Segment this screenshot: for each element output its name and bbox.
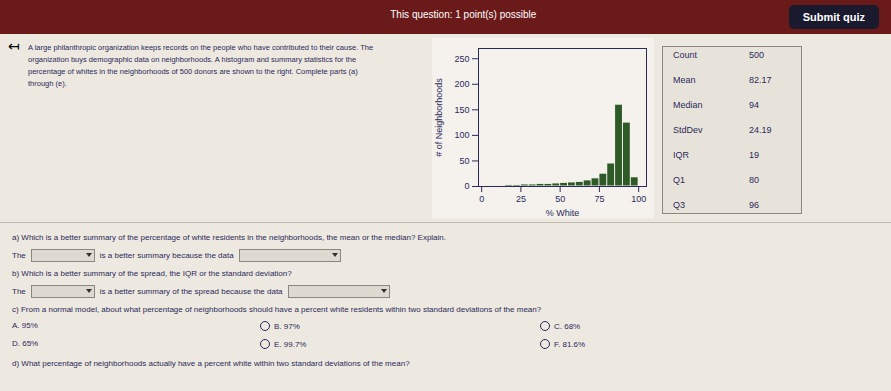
svg-text:150: 150: [454, 105, 469, 115]
html-text:is a better summary because th: is a better summary because the data: [99, 250, 234, 260]
html-text:19: 19: [749, 150, 759, 160]
html-text:C. 68%: C. 68%: [554, 321, 581, 331]
svg-text:200: 200: [454, 79, 469, 89]
html-text:500: 500: [749, 50, 764, 60]
svg-text:75: 75: [594, 194, 604, 204]
html-text:The: The: [12, 250, 26, 260]
html-text:24.19: 24.19: [749, 125, 772, 135]
html-text:D. 65%: D. 65%: [12, 339, 39, 349]
html-text:through (e).: through (e).: [28, 79, 67, 88]
html-text:organization buys demographic: organization buys demographic data on ne…: [28, 55, 357, 64]
html-text:Q3: Q3: [673, 200, 685, 210]
svg-text:0: 0: [464, 181, 469, 191]
svg-text:# of Neighborhoods: # of Neighborhoods: [434, 78, 444, 157]
html-text:A large philanthropic organiza: A large philanthropic organization keeps…: [28, 43, 374, 52]
html-text:StdDev: StdDev: [673, 125, 703, 135]
html-text:96: 96: [749, 200, 759, 210]
html-text:is a better summary of the spr: is a better summary of the spread becaus…: [99, 286, 283, 296]
html-text:F. 81.6%: F. 81.6%: [554, 339, 586, 349]
html-text:Submit quiz: Submit quiz: [802, 11, 865, 23]
html-text:Median: Median: [673, 100, 703, 110]
html-text:82.17: 82.17: [749, 75, 772, 85]
svg-text:50: 50: [555, 194, 565, 204]
html-text:A. 95%: A. 95%: [12, 321, 38, 331]
html-text:d) What percentage of neighbor: d) What percentage of neighborhoods actu…: [12, 358, 410, 368]
html-text:Mean: Mean: [673, 75, 696, 85]
svg-text:250: 250: [454, 54, 469, 64]
html-text:80: 80: [749, 175, 759, 185]
html-text:a) Which is a better summary o: a) Which is a better summary of the perc…: [12, 232, 446, 242]
svg-text:50: 50: [459, 156, 469, 166]
html-text:b) Which is a better summary o: b) Which is a better summary of the spre…: [12, 268, 292, 278]
svg-text:25: 25: [516, 194, 526, 204]
html-text:The: The: [12, 286, 26, 296]
html-text:Q1: Q1: [673, 175, 685, 185]
html-text:IQR: IQR: [673, 150, 689, 160]
svg-text:100: 100: [454, 130, 469, 140]
html-text:percentage of whites in the ne: percentage of whites in the neighborhood…: [28, 67, 358, 76]
html-text:94: 94: [749, 100, 759, 110]
svg-text:100: 100: [631, 194, 646, 204]
html-text:This question: 1 point(s) poss: This question: 1 point(s) possible: [390, 9, 537, 20]
html-text:B. 97%: B. 97%: [274, 321, 300, 331]
html-text:E. 99.7%: E. 99.7%: [274, 339, 307, 349]
html-text:Count: Count: [673, 50, 697, 60]
html-text:c) From a normal model, about: c) From a normal model, about what perce…: [12, 304, 542, 314]
svg-text:% White: % White: [546, 208, 580, 218]
svg-text:0: 0: [479, 194, 484, 204]
